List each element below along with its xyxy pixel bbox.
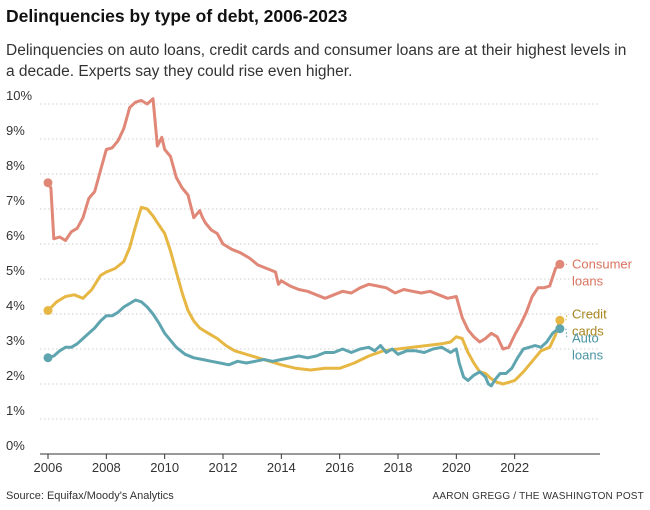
source-note: Source: Equifax/Moody's Analytics (6, 490, 174, 502)
x-tick-label: 2006 (34, 460, 63, 475)
x-tick-label: 2018 (384, 460, 413, 475)
auto-loans-leader (565, 328, 568, 339)
credit-cards-start-point (43, 306, 53, 315)
x-tick-label: 2008 (92, 460, 121, 475)
auto-loans-line (46, 298, 562, 388)
series-lines (43, 97, 565, 388)
y-tick-label: 2% (6, 368, 25, 383)
x-tick-label: 2012 (209, 460, 238, 475)
x-tick-label: 2010 (150, 460, 179, 475)
y-tick-label: 0% (6, 438, 25, 453)
y-tick-label: 4% (6, 298, 25, 313)
x-tick-label: 2016 (325, 460, 354, 475)
y-tick-label: 9% (6, 123, 25, 138)
credit-cards-leader (565, 314, 568, 321)
auto-loans-label: Auto loans (572, 331, 604, 363)
y-tick-label: 3% (6, 333, 25, 348)
auto-loans-start-point (43, 353, 53, 363)
consumer-loans-line (46, 97, 562, 351)
y-tick-label: 5% (6, 263, 25, 278)
credit-cards-end-point (555, 315, 565, 325)
x-tick-label: 2022 (500, 460, 529, 475)
y-tick-label: 1% (6, 403, 25, 418)
credit-cards-line (46, 205, 562, 386)
y-tick-label: 8% (6, 158, 25, 173)
x-tick-label: 2020 (442, 460, 471, 475)
auto-loans-end-point (555, 324, 565, 334)
consumer-loans-label: Consumer loans (572, 256, 633, 288)
y-tick-label: 6% (6, 228, 25, 243)
chart-title: Delinquencies by type of debt, 2006-2023 (6, 6, 348, 26)
y-tick-label: 10% (6, 88, 32, 103)
axis-labels: 0% 1% 2% 3% 4% 5% 6% 7% 8% 9% 10% 2006 2008 2010 2012 2… (6, 88, 529, 475)
byline: AARON GREGG / THE WASHINGTON POST (432, 491, 644, 502)
y-tick-label: 7% (6, 193, 25, 208)
consumer-loans-start-point (43, 178, 53, 188)
credit-cards-label: Credit cards (572, 306, 607, 338)
gridlines (40, 103, 600, 455)
chart-subtitle: Delinquencies on auto loans, credit card… (6, 42, 627, 80)
x-tick-label: 2014 (267, 460, 296, 475)
consumer-loans-end-point (555, 259, 565, 269)
